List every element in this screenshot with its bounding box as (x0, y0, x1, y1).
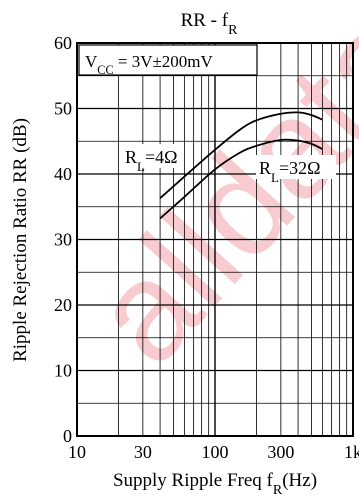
x-tick-label: 300 (267, 442, 294, 462)
y-tick-label: 20 (54, 295, 72, 315)
y-tick-label: 60 (54, 33, 72, 53)
y-tick-label: 40 (54, 164, 72, 184)
vcc-box (78, 44, 258, 76)
x-tick-label: 30 (134, 442, 152, 462)
y-tick-label: 10 (54, 361, 72, 381)
vcc-annotation: VCC = 3V±200mV (85, 52, 214, 77)
x-tick-label: 100 (202, 442, 229, 462)
rl32-label-bg (256, 155, 336, 179)
x-tick-label: 10 (68, 442, 86, 462)
y-tick-label: 30 (54, 230, 72, 250)
y-tick-label: 50 (54, 99, 72, 119)
x-tick-label: 1k (344, 442, 359, 462)
grid-lines (76, 42, 353, 437)
y-tick-label: 0 (63, 426, 72, 446)
curves-group (159, 111, 323, 220)
x-axis-label: Supply Ripple Freq fR(Hz) (113, 470, 317, 498)
rl4-annotation: RL=4Ω (125, 147, 177, 174)
series-line-rl-32ohm (159, 138, 323, 220)
y-axis-label: Ripple Rejection Ratio RR (dB) (10, 118, 31, 362)
chart-title: RR - fR (181, 10, 239, 38)
rl4-label-bg (122, 144, 184, 168)
annotations-group: VCC = 3V±200mV RL=4Ω RL=32Ω (78, 44, 336, 185)
plot-frame (76, 42, 354, 437)
rl32-annotation: RL=32Ω (259, 158, 320, 185)
series-line-rl-4ohm (159, 111, 323, 199)
